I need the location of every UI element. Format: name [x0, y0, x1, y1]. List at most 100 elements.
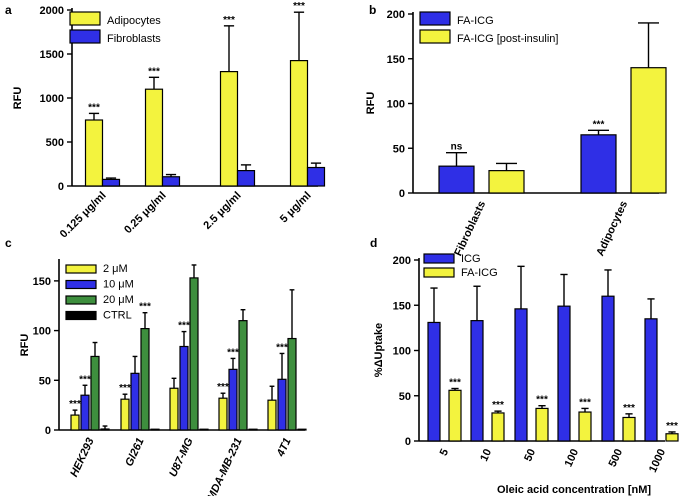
x-tick-label: MDA-MB-231: [205, 436, 245, 496]
bar-fibroblasts: [306, 166, 326, 187]
bar-10-m: [179, 345, 189, 431]
y-axis-label: %ΔUptake: [373, 323, 385, 377]
y-tick-label: 150: [393, 300, 411, 312]
significance-label: ***: [449, 378, 461, 389]
significance-label: ***: [217, 382, 229, 393]
bar-2-m: [70, 414, 80, 431]
y-tick-label: 0: [58, 181, 64, 193]
bar-icg: [514, 308, 528, 442]
significance-label: ***: [223, 15, 235, 26]
y-axis-label: RFU: [12, 87, 24, 110]
x-tick-label: 10: [478, 447, 494, 463]
y-tick-label: 200: [393, 255, 411, 267]
bar-fa-icg: [580, 134, 617, 194]
legend: 2 μM 10 μM 20 μM CTRL: [65, 263, 134, 322]
significance-label: ***: [579, 397, 591, 408]
y-tick-label: 0: [45, 425, 51, 437]
x-tick-label: Gl261: [123, 436, 147, 468]
significance-label: ***: [148, 66, 160, 77]
y-tick-label: 2000: [40, 5, 64, 17]
bar-ctrl: [297, 428, 307, 431]
significance-label: ***: [119, 383, 131, 394]
bar-fibroblasts: [101, 178, 121, 187]
bar-20-m: [140, 328, 150, 431]
significance-label: ns: [451, 142, 463, 153]
bar-icg: [644, 318, 658, 442]
legend-label: FA-ICG: [457, 15, 494, 27]
x-tick-label: 100: [563, 447, 582, 469]
bar-20-m: [287, 337, 297, 431]
bar-fa-icg: [491, 412, 505, 442]
legend-label: 2 μM: [103, 263, 128, 275]
legend-swatch: [65, 310, 97, 321]
legend-label: FA-ICG: [461, 267, 498, 279]
y-tick-label: 100: [33, 326, 51, 338]
bar-icg: [427, 321, 441, 442]
legend: ICG FA-ICG: [423, 253, 498, 279]
bar-fa-icg: [622, 416, 636, 442]
significance-label: ***: [276, 342, 288, 353]
bar-fibroblasts: [161, 176, 181, 187]
x-tick-label: Adipocytes: [594, 199, 630, 258]
bar-20-m: [90, 355, 100, 431]
y-tick-label: 0: [399, 188, 405, 200]
x-tick-label: HEK293: [68, 436, 96, 479]
significance-label: ***: [79, 374, 91, 385]
x-tick-label: 50: [522, 447, 538, 463]
x-tick-label: Fibroblasts: [452, 199, 488, 258]
bar-ctrl: [100, 428, 110, 431]
x-tick-label: 5 μg/ml: [278, 190, 314, 226]
bar-icg: [601, 295, 615, 442]
significance-label: ***: [623, 403, 635, 414]
x-axis-label: Oleic acid concentration [nM]: [497, 484, 651, 496]
legend-label: Fibroblasts: [107, 33, 161, 45]
y-tick-label: 200: [387, 9, 405, 21]
y-tick-label: 100: [387, 99, 405, 111]
y-tick-label: 50: [393, 143, 405, 155]
legend: Adipocytes Fibroblasts: [69, 11, 161, 45]
x-tick-label: 5: [438, 447, 451, 458]
legend-swatch: [419, 29, 451, 44]
significance-label: ***: [178, 321, 190, 332]
legend-label: CTRL: [103, 310, 132, 322]
panel-letter: a: [5, 3, 12, 17]
bar-adipocytes: [84, 119, 104, 187]
y-tick-label: 0: [405, 436, 411, 448]
y-axis-label: RFU: [19, 334, 31, 357]
legend-label: Adipocytes: [107, 15, 161, 27]
y-tick-label: 1000: [40, 93, 64, 105]
legend-swatch: [419, 11, 451, 26]
legend-swatch: [69, 29, 101, 44]
bar-fa-icg-post-insulin-: [488, 170, 525, 194]
legend-swatch: [65, 279, 97, 290]
y-tick-label: 100: [393, 346, 411, 358]
bar-fa-icg-post-insulin-: [630, 67, 667, 194]
bar-icg: [470, 320, 484, 442]
legend: FA-ICG FA-ICG [post-insulin]: [419, 11, 558, 45]
significance-label: ***: [88, 102, 100, 113]
panel-letter: b: [369, 3, 376, 17]
x-tick-label: U87-MG: [167, 436, 196, 479]
bar-10-m: [80, 394, 90, 431]
y-axis-label: RFU: [365, 92, 377, 115]
bar-fa-icg: [438, 165, 475, 194]
significance-label: ***: [666, 421, 678, 432]
significance-label: ***: [536, 395, 548, 406]
x-tick-label: 2.5 μg/ml: [201, 190, 243, 232]
legend-swatch: [69, 11, 101, 26]
y-tick-label: 150: [33, 276, 51, 288]
x-tick-label: 0.125 μg/ml: [58, 190, 109, 241]
bar-20-m: [238, 320, 248, 431]
bar-10-m: [130, 372, 140, 431]
legend-label: FA-ICG [post-insulin]: [457, 33, 558, 45]
bar-fa-icg: [448, 389, 462, 442]
x-tick-label: 1000: [647, 447, 668, 474]
bar-2-m: [267, 399, 277, 431]
bar-2-m: [120, 398, 130, 431]
bar-2-m: [169, 387, 179, 431]
bar-adipocytes: [144, 88, 164, 187]
significance-label: ***: [293, 1, 305, 12]
significance-label: ***: [593, 119, 605, 130]
x-tick-label: 0.25 μg/ml: [122, 190, 169, 237]
